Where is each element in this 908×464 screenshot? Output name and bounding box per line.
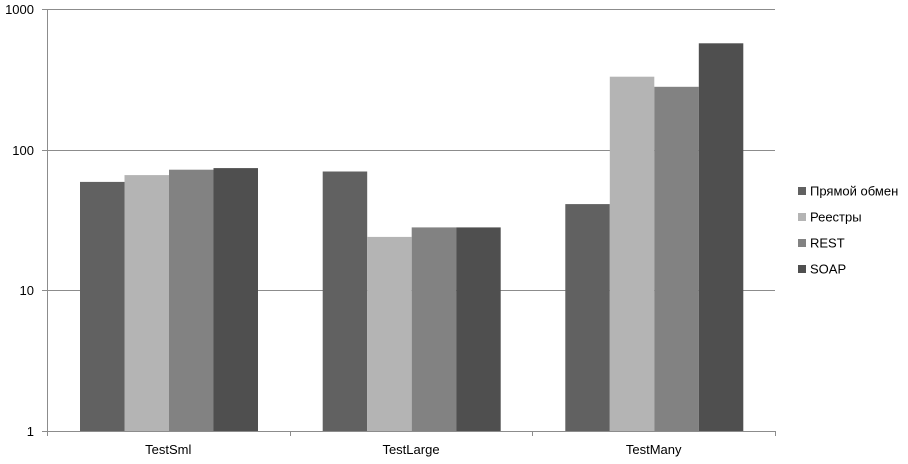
bars — [80, 43, 744, 432]
x-tick-label: TestLarge — [382, 442, 439, 457]
bar-TestMany-1 — [609, 76, 655, 431]
axes: 1 10 100 1000 TestSml TestLarge TestMany — [5, 2, 776, 457]
bar-TestMany-3 — [698, 43, 744, 432]
legend-swatch — [798, 239, 806, 247]
y-tick-label: 100 — [12, 143, 34, 158]
x-tick-label: TestSml — [145, 442, 191, 457]
y-tick-label: 10 — [20, 283, 34, 298]
bar-TestSml-1 — [124, 175, 169, 431]
legend-swatch — [798, 187, 806, 195]
bar-TestLarge-0 — [322, 171, 368, 431]
legend: Прямой обмен Реестры REST SOAP — [798, 184, 898, 277]
bar-TestSml-3 — [213, 168, 258, 431]
bar-TestLarge-2 — [411, 227, 457, 431]
bar-TestSml-0 — [80, 181, 125, 431]
bar-TestLarge-1 — [367, 236, 412, 431]
legend-swatch — [798, 265, 806, 273]
bar-TestLarge-3 — [456, 227, 501, 431]
bar-TestMany-2 — [654, 86, 699, 432]
x-tick-label: TestMany — [626, 442, 682, 457]
legend-label: Реестры — [810, 210, 862, 225]
bar-TestSml-2 — [169, 169, 214, 431]
bar-TestMany-0 — [565, 204, 610, 431]
legend-label: Прямой обмен — [810, 184, 898, 199]
y-tick-label: 1 — [27, 424, 34, 439]
legend-label: SOAP — [810, 262, 846, 277]
y-tick-label: 1000 — [5, 2, 34, 17]
legend-swatch — [798, 213, 806, 221]
legend-label: REST — [810, 236, 845, 251]
